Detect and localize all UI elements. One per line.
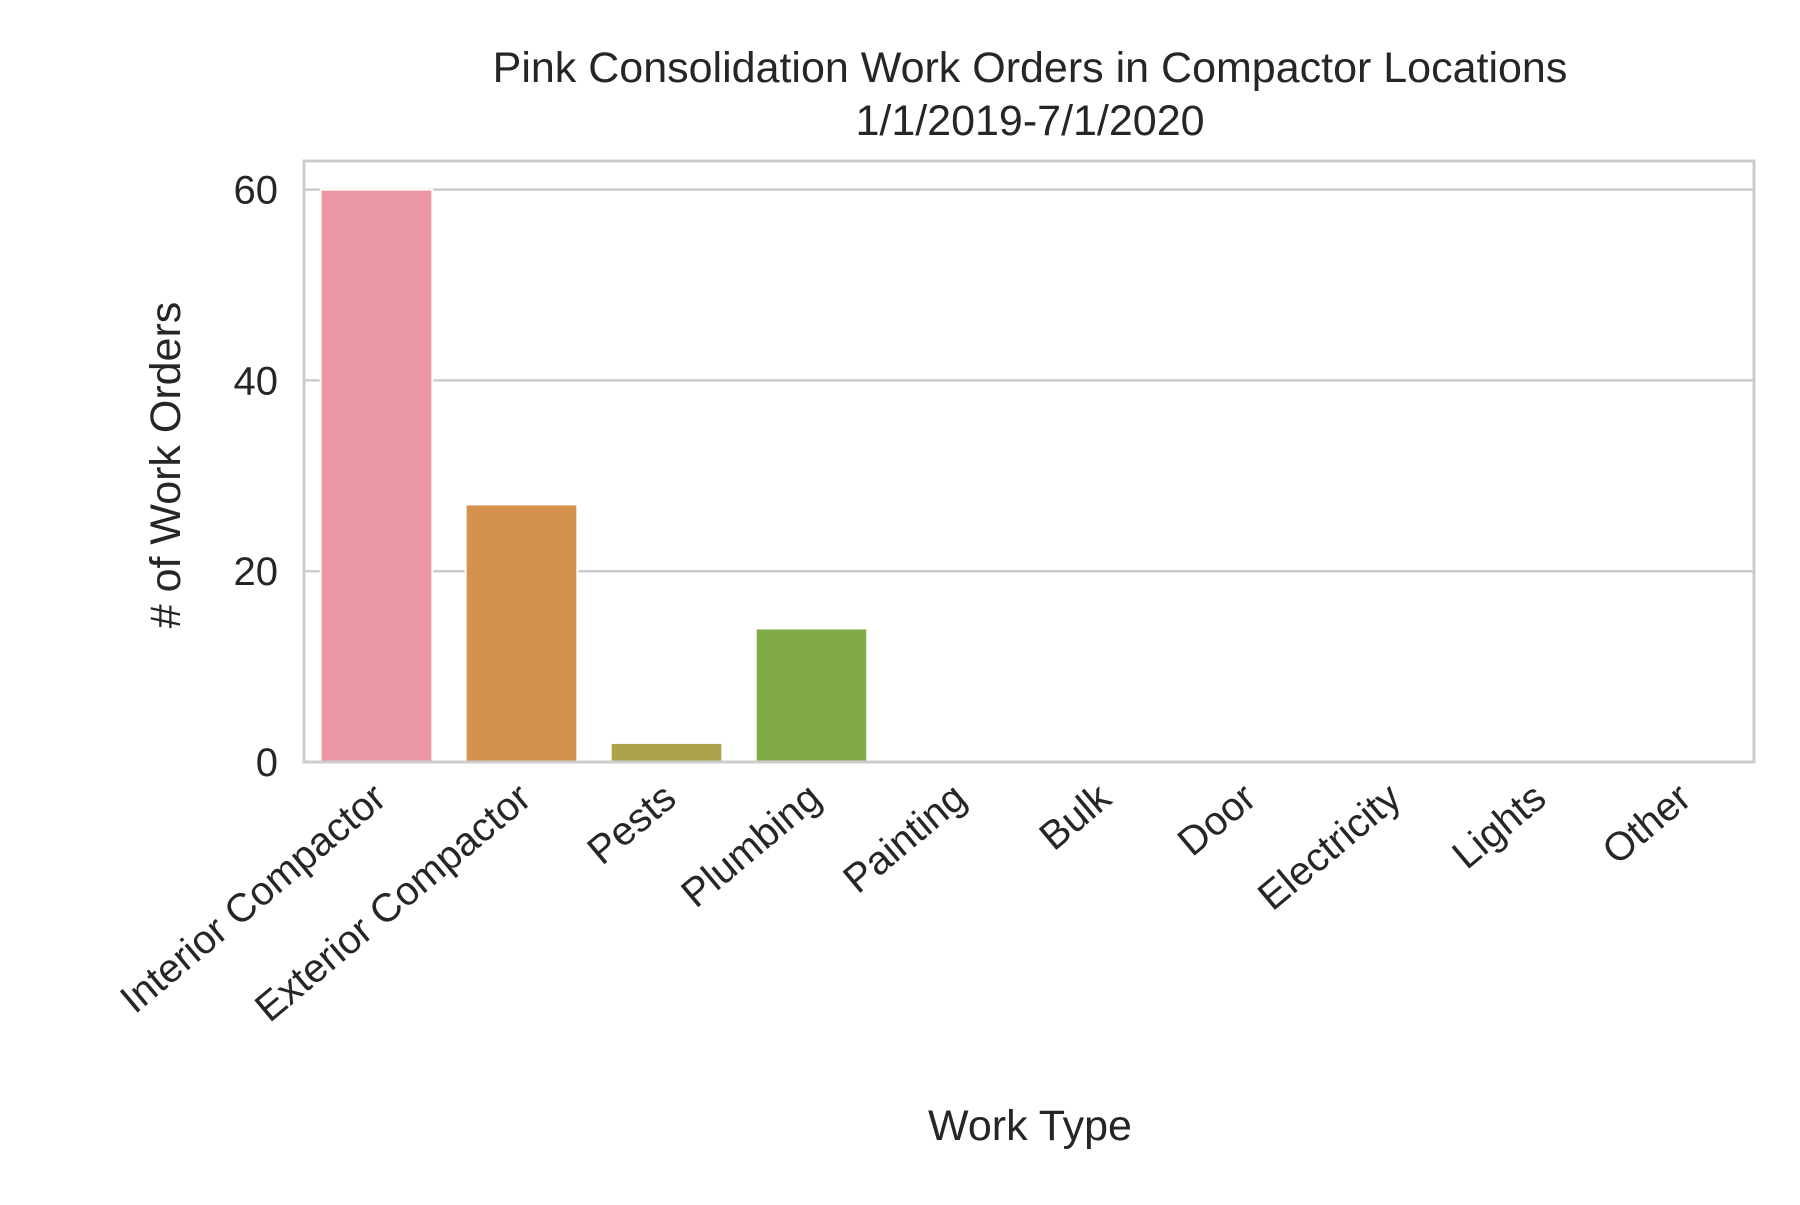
y-tick-label: 60 bbox=[234, 169, 279, 213]
x-tick-label: Bulk bbox=[1031, 775, 1120, 859]
y-tick-label: 0 bbox=[256, 741, 278, 785]
y-tick-label: 40 bbox=[234, 359, 279, 403]
bar bbox=[609, 741, 724, 764]
y-axis-label: # of Work Orders bbox=[142, 302, 190, 629]
x-tick-label: Lights bbox=[1444, 775, 1554, 877]
chart-subtitle: 1/1/2019-7/1/2020 bbox=[855, 97, 1204, 145]
x-tick-label: Painting bbox=[835, 775, 974, 902]
x-tick-label: Door bbox=[1170, 775, 1265, 864]
x-axis-label: Work Type bbox=[928, 1102, 1132, 1150]
bar bbox=[464, 503, 579, 763]
plot-frame bbox=[302, 159, 1756, 764]
y-tick-label: 20 bbox=[234, 550, 279, 594]
bar bbox=[754, 627, 869, 764]
x-tick-label: Electricity bbox=[1250, 775, 1409, 919]
x-tick-label: Plumbing bbox=[673, 775, 829, 916]
x-tick-label: Other bbox=[1594, 775, 1699, 873]
chart-title: Pink Consolidation Work Orders in Compac… bbox=[493, 44, 1568, 92]
bars bbox=[319, 188, 869, 764]
x-tick-label: Interior Compactor bbox=[112, 775, 394, 1022]
y-tick-labels: 0 20 40 60 bbox=[234, 169, 279, 785]
x-tick-label: Pests bbox=[579, 775, 684, 873]
bar bbox=[319, 188, 434, 764]
x-tick-label: Exterior Compactor bbox=[247, 775, 539, 1030]
